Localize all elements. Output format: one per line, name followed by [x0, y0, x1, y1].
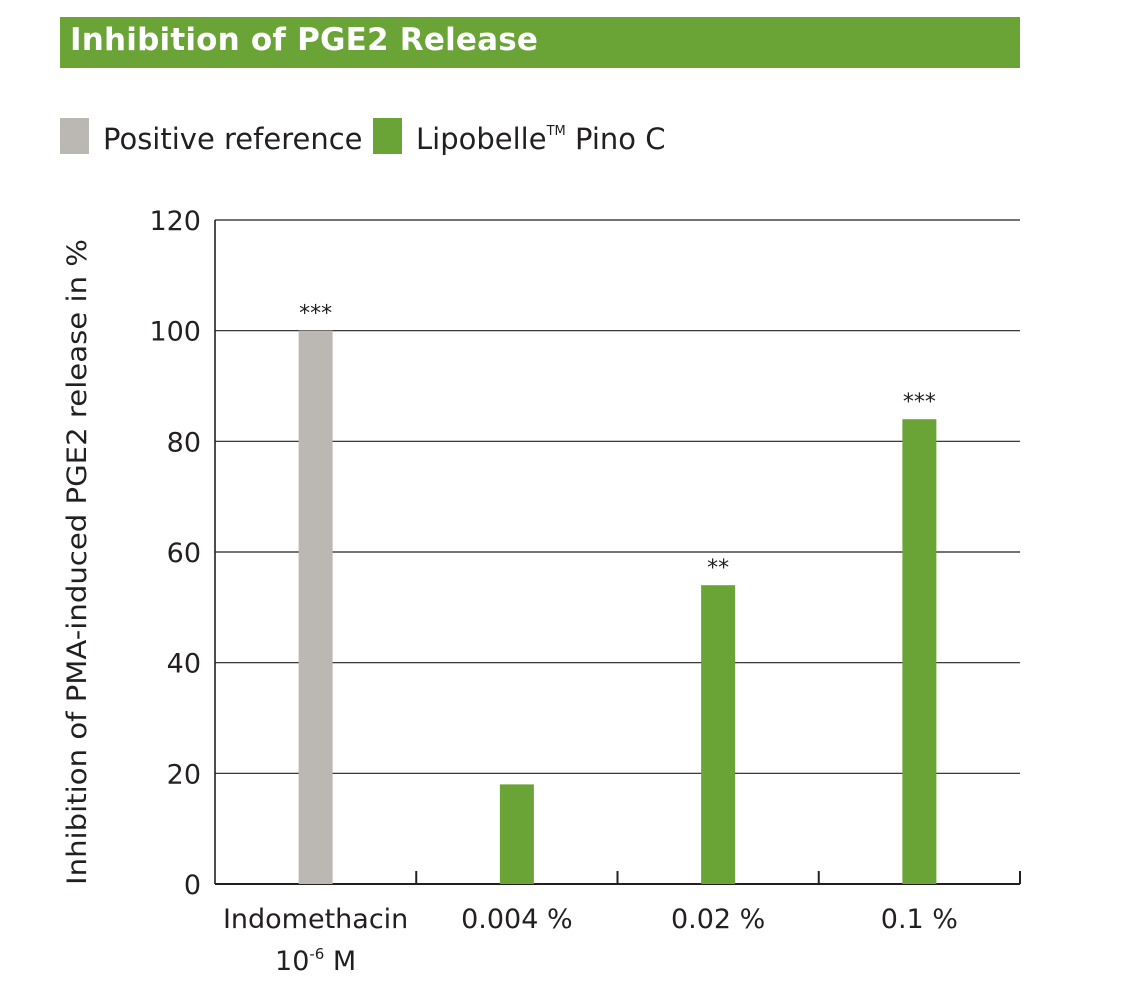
bar-3 — [902, 419, 937, 884]
y-tick-label-40: 40 — [167, 649, 201, 680]
bar-2 — [701, 585, 736, 884]
x-tick-label-0-line2: 10-6 M — [275, 945, 356, 977]
y-tick-label-60: 60 — [167, 538, 201, 569]
y-axis-label: Inhibition of PMA-induced PGE2 release i… — [62, 239, 93, 885]
x-tick-label-3: 0.1 % — [881, 904, 958, 935]
legend-swatch-lipobelle-pino-c — [373, 118, 402, 154]
bar-1 — [499, 784, 534, 884]
y-tick-label-120: 120 — [149, 206, 201, 237]
significance-label-2: ** — [707, 556, 729, 581]
y-tick-label-100: 100 — [149, 317, 201, 348]
legend-label-lipobelle-pino-c: LipobelleTM Pino C — [416, 122, 666, 156]
x-tick-label-1: 0.004 % — [461, 904, 573, 935]
significance-label-3: *** — [903, 390, 936, 415]
y-tick-label-20: 20 — [167, 759, 201, 790]
legend-swatch-positive-reference — [60, 118, 89, 154]
chart-title-bar: Inhibition of PGE2 Release — [60, 17, 1020, 68]
x-tick-label-0: Indomethacin — [223, 904, 408, 935]
significance-label-0: *** — [299, 302, 332, 327]
y-tick-label-80: 80 — [167, 427, 201, 458]
chart-title: Inhibition of PGE2 Release — [70, 22, 539, 58]
x-tick-label-2: 0.02 % — [671, 904, 765, 935]
legend-label-positive-reference: Positive reference — [103, 122, 363, 156]
bar-0 — [298, 330, 333, 885]
y-tick-label-0: 0 — [184, 870, 201, 901]
